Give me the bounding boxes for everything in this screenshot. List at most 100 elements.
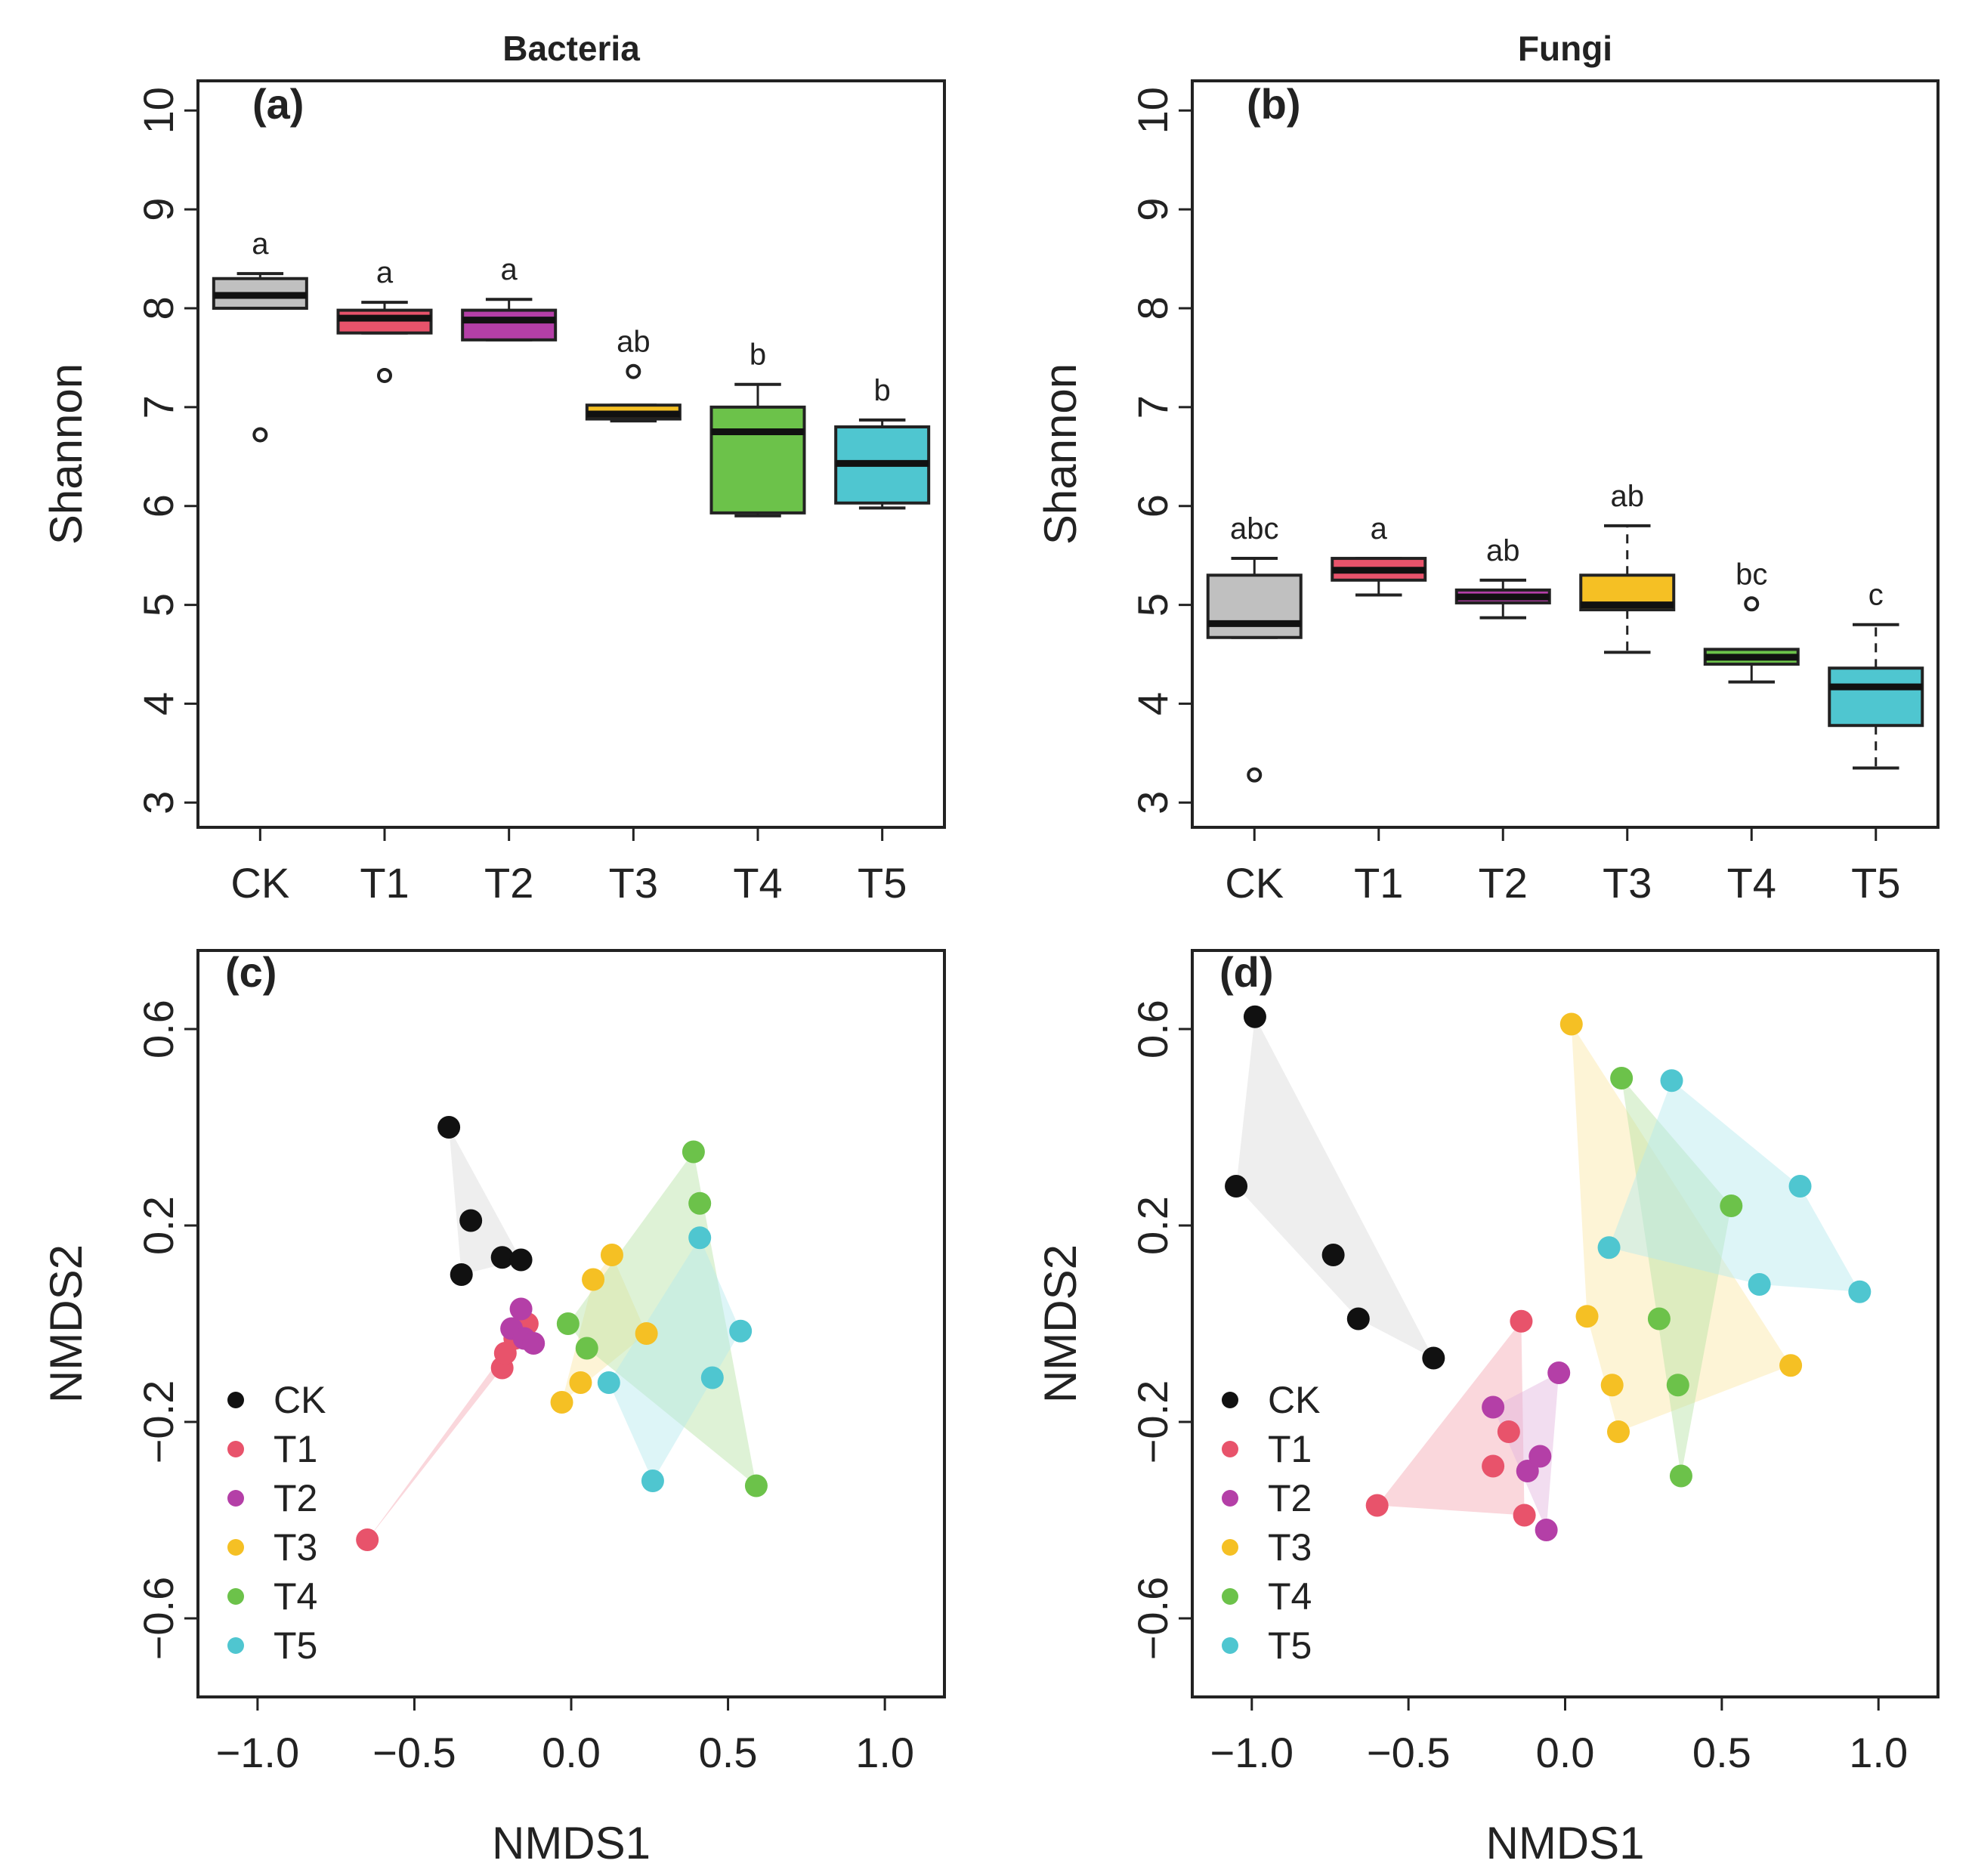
y-tick-label: −0.2 [1129,1380,1176,1464]
point-T3 [1559,1012,1583,1036]
y-tick-label: 8 [134,296,182,320]
x-tick-label: 0.5 [1692,1729,1751,1776]
panel-b: Fungi abc CK a T1 ab T2 ab T3 bc T4 c T5 3 4 5 6 7 8 9 10 (b)… [1035,29,1940,907]
point-T4 [682,1140,705,1164]
legend-label: T3 [274,1526,317,1568]
point-CK [450,1263,473,1286]
y-tick-label: −0.6 [134,1577,182,1661]
outlier-point [626,363,641,379]
point-T2 [1528,1445,1552,1468]
significance-letter: ab [1486,534,1520,567]
y-tick-label: 10 [1129,87,1176,134]
hull-T5 [608,1238,741,1481]
panel-label: (a) [252,80,304,128]
box-iqr [1206,573,1303,639]
panel-title: Bacteria [502,29,640,68]
x-tick-label: 1.0 [855,1729,914,1776]
box-T2: ab [1454,534,1551,620]
box-T3: ab [585,326,682,423]
y-tick-label: 0.6 [1129,1000,1176,1059]
significance-letter: a [501,253,518,286]
box-T1: a [1331,512,1427,597]
point-T4 [1669,1464,1692,1488]
x-axis-title: NMDS1 [492,1818,651,1868]
point-T4 [556,1312,580,1335]
point-CK [1225,1175,1248,1198]
x-tick-label: T3 [609,859,658,907]
point-T1 [1513,1504,1536,1527]
panel-label: (b) [1247,80,1301,128]
box-iqr [709,405,806,515]
significance-letter: b [750,338,766,372]
point-T4 [1610,1067,1634,1089]
significance-letter: b [874,374,891,407]
point-CK [459,1209,483,1232]
y-tick-label: 8 [1129,296,1176,320]
box-T5: b [834,374,931,510]
y-tick-label: 9 [134,198,182,221]
point-T4 [1666,1374,1689,1397]
point-T4 [1720,1195,1743,1217]
point-T1 [356,1528,379,1551]
legend-marker-T1 [227,1441,244,1457]
legend-marker-CK [1222,1392,1238,1408]
point-T2 [509,1297,533,1321]
legend-label: T2 [1268,1477,1312,1519]
x-tick-label: −1.0 [1210,1729,1294,1776]
hull-T3 [561,1255,647,1402]
point-T5 [729,1319,753,1343]
hull-T5 [1609,1080,1860,1292]
legend: CK T1 T2 T3 T4 T5 [227,1379,326,1667]
x-tick-label: T5 [858,859,907,907]
plot-frame [196,949,946,1698]
point-T3 [635,1322,658,1345]
legend-marker-T4 [1222,1588,1238,1605]
point-T3 [550,1391,573,1414]
legend-marker-CK [227,1392,244,1408]
x-tick-label: 0.0 [1536,1729,1595,1776]
legend-label: T4 [274,1575,317,1618]
legend-marker-T3 [1222,1539,1238,1556]
box-T2: a [461,253,558,342]
significance-letter: ab [1611,480,1645,513]
point-T1 [1482,1454,1505,1478]
panel-a: Bacteria a CK a T1 a T2 ab T3 b T4 b T5 3 4 5 6 7 8 9 10 (a) S… [41,29,946,907]
point-T5 [1848,1280,1872,1303]
x-tick-label: −0.5 [372,1729,456,1776]
legend-marker-T3 [227,1539,244,1556]
hull-CK [449,1127,521,1275]
legend-label: T2 [274,1477,317,1519]
point-T5 [1660,1069,1683,1093]
point-T4 [744,1474,768,1497]
legend-label: T3 [1268,1526,1312,1568]
legend-label: T1 [274,1428,317,1470]
y-tick-label: 10 [134,87,182,134]
point-T3 [1600,1374,1624,1397]
point-T5 [641,1470,664,1492]
point-T3 [582,1268,605,1291]
legend-marker-T2 [1222,1490,1238,1507]
plot-frame [1191,949,1940,1698]
significance-letter: bc [1736,558,1767,591]
box-T4: b [709,338,806,518]
y-tick-label: 9 [1129,198,1176,221]
point-CK [1321,1244,1345,1266]
point-T5 [700,1366,724,1389]
y-axis-title: NMDS2 [1035,1244,1086,1403]
point-T2 [1547,1361,1571,1384]
point-T1 [1365,1494,1389,1517]
significance-letter: c [1868,579,1884,612]
point-T3 [1607,1420,1630,1443]
point-T4 [1647,1307,1671,1331]
significance-letter: a [1371,512,1388,545]
significance-letter: ab [617,326,651,359]
point-T3 [569,1371,592,1394]
y-tick-label: 7 [134,395,182,419]
point-T2 [1516,1460,1539,1482]
y-tick-label: 5 [1129,593,1176,617]
y-tick-label: 4 [134,692,182,715]
point-T4 [575,1337,598,1360]
y-tick-label: 3 [134,791,182,814]
y-axis-title: Shannon [41,363,91,545]
y-tick-label: 5 [134,593,182,617]
